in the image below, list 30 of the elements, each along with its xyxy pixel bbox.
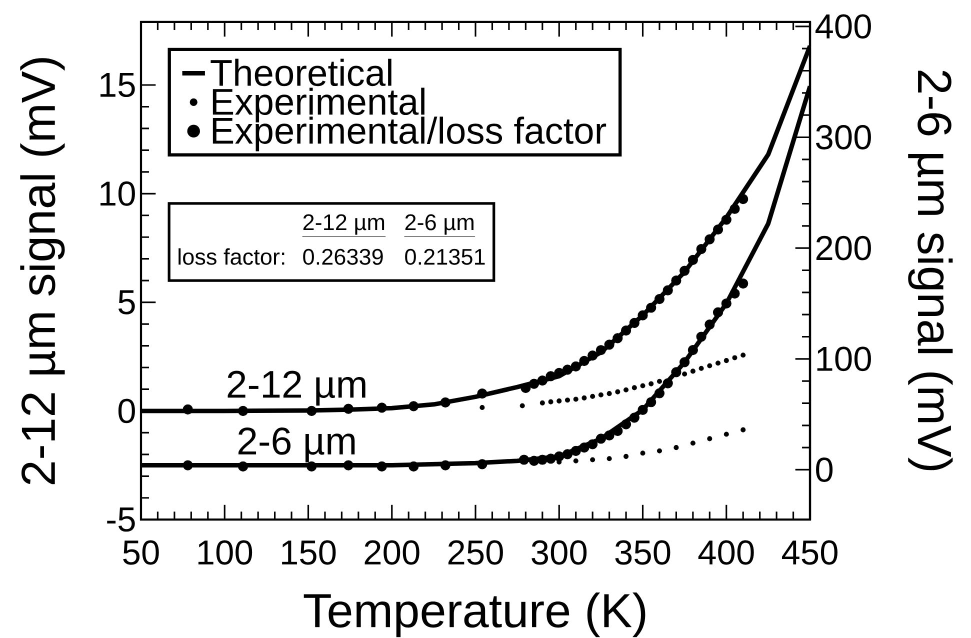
- annotation: 0.26339: [303, 248, 383, 265]
- y2-tick-label: 300: [816, 125, 871, 150]
- x-axis-title: Temperature (K): [304, 592, 646, 638]
- y-tick-label: 0: [118, 398, 135, 424]
- y-tick-label: 10: [100, 181, 135, 206]
- y-tick-label: 5: [118, 290, 135, 314]
- y-tick-label: -5: [107, 508, 135, 532]
- annotation: 2-6 µm: [238, 428, 355, 462]
- x-tick-label: 150: [282, 540, 336, 565]
- y2-axis-title: 2-6 µm signal (mV): [908, 70, 953, 470]
- x-tick-label: 350: [615, 540, 670, 565]
- y2-tick-label: 200: [816, 236, 871, 260]
- y2-tick-label: 400: [815, 14, 871, 39]
- annotation: 2-12 µm: [303, 214, 384, 235]
- legend-label: Theoretical: [210, 58, 392, 86]
- x-tick-label: 400: [698, 540, 754, 565]
- x-tick-label: 200: [364, 540, 420, 565]
- x-tick-label: 300: [532, 540, 587, 565]
- annotation: loss factor:: [178, 248, 284, 265]
- annotation: 0.21351: [405, 248, 485, 265]
- y-axis-title: 2-12 µm signal (mV): [20, 58, 65, 484]
- x-tick-label: 450: [782, 540, 838, 565]
- x-tick-label: 250: [448, 540, 503, 565]
- x-tick-label: 50: [123, 540, 159, 565]
- y2-tick-label: 100: [817, 346, 871, 372]
- y-tick-label: 15: [100, 72, 135, 98]
- annotation: 2-12 µm: [228, 370, 366, 406]
- annotation: 2-6 µm: [405, 214, 474, 235]
- y2-tick-label: 0: [816, 457, 833, 482]
- x-tick-label: 100: [198, 540, 252, 565]
